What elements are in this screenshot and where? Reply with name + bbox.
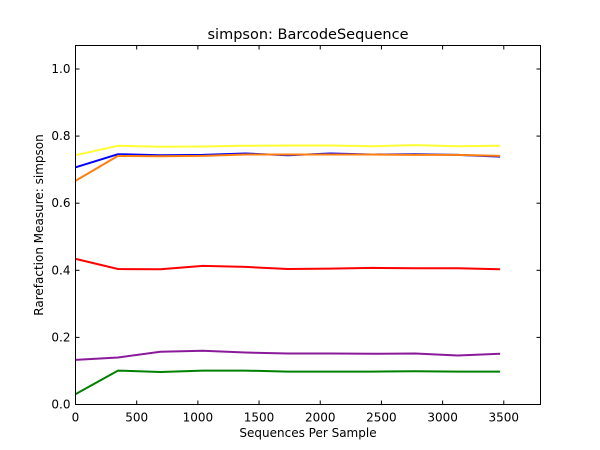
y-tick-label: 0.4	[51, 263, 70, 277]
y-tick-label: 0.2	[51, 330, 70, 344]
series-line-3	[75, 153, 501, 182]
series-line-5	[75, 349, 501, 361]
series-lines	[75, 144, 501, 395]
y-tick-label: 0.6	[51, 196, 70, 210]
x-tick-label: 500	[125, 411, 148, 425]
axis-ticks: 0 500 1000 1500 2000 2500 3000 3500 0.0 0.2 0.4 0.6…	[51, 45, 541, 425]
series-line-6	[75, 369, 501, 395]
x-tick-label: 1500	[244, 411, 275, 425]
x-axis-label: Sequences Per Sample	[239, 426, 376, 440]
chart-title: simpson: BarcodeSequence	[208, 27, 409, 43]
x-tick-label: 2500	[366, 411, 397, 425]
x-tick-label: 1000	[183, 411, 214, 425]
y-axis-label: Rarefaction Measure: simpson	[32, 134, 46, 315]
plot-frame	[75, 45, 541, 405]
x-tick-label: 0	[72, 411, 80, 425]
series-line-4	[75, 257, 501, 271]
x-tick-label: 3000	[427, 411, 458, 425]
y-tick-label: 0.0	[51, 398, 70, 412]
x-tick-label: 3500	[489, 411, 520, 425]
y-tick-label: 1.0	[51, 62, 70, 76]
x-tick-label: 2000	[305, 411, 336, 425]
y-tick-label: 0.8	[51, 129, 70, 143]
series-line-1	[75, 144, 501, 157]
